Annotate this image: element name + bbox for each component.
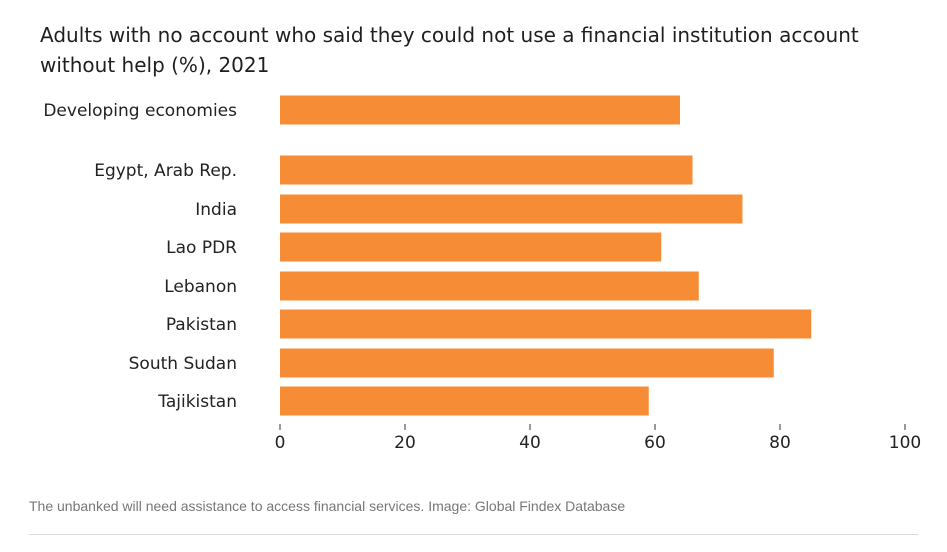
category-label-india: India [195,200,237,220]
caption-divider [29,534,918,535]
category-label-egypt-arab-rep: Egypt, Arab Rep. [94,161,237,181]
image-caption: The unbanked will need assistance to acc… [29,498,626,514]
category-label-tajikistan: Tajikistan [157,392,237,412]
x-tick-label-0: 0 [275,433,286,453]
bar-south-sudan [280,348,774,378]
bar-lao-pdr [280,232,662,262]
category-label-lebanon: Lebanon [164,277,237,297]
category-label-developing-economies: Developing economies [43,101,237,121]
bar-pakistan [280,309,812,339]
bar-lebanon [280,271,699,301]
x-tick-label-100: 100 [889,433,921,453]
bar-developing-economies [280,95,680,125]
bar-egypt-arab-rep [280,155,693,185]
x-tick-label-80: 80 [769,433,791,453]
bar-india [280,194,743,224]
bar-chart: Developing economies Egypt, Arab Rep. Indi… [43,95,921,453]
x-tick-label-60: 60 [644,433,666,453]
bar-tajikistan [280,386,649,416]
category-label-pakistan: Pakistan [166,315,237,335]
chart-title: Adults with no account who said they cou… [40,23,859,77]
category-label-south-sudan: South Sudan [129,354,237,374]
x-tick-label-40: 40 [519,433,541,453]
x-tick-label-20: 20 [394,433,416,453]
category-label-lao-pdr: Lao PDR [166,238,237,258]
